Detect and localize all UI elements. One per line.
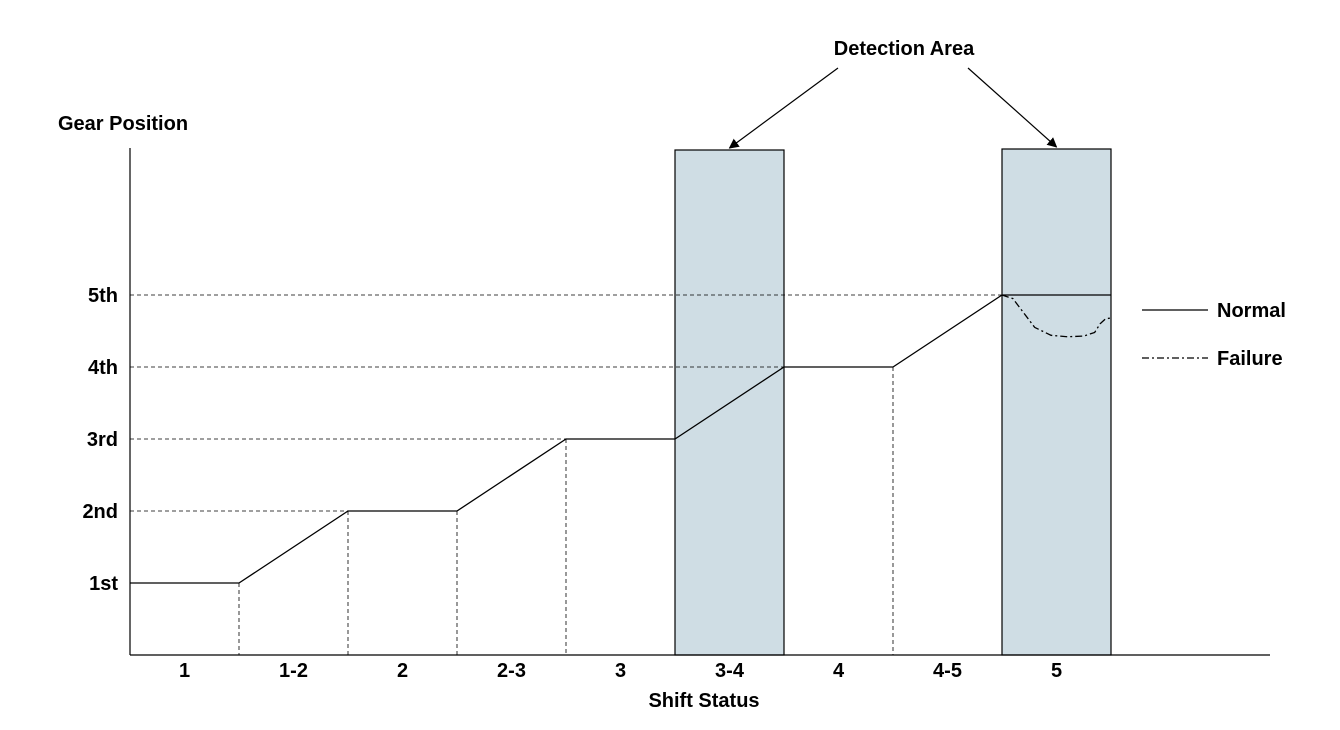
x-tick-label-4-5: 4-5 — [933, 660, 962, 682]
y-axis-label: Gear Position — [58, 113, 188, 135]
y-tick-label-2nd: 2nd — [82, 501, 118, 523]
x-tick-label-5: 5 — [1051, 660, 1062, 682]
tick-labels: 1st 2nd 3rd 4th 5th 1 1-2 2 2-3 3 3-4 4 4-5 5 — [82, 285, 1062, 682]
x-tick-label-1: 1 — [179, 660, 190, 682]
legend-failure-label: Failure — [1217, 348, 1283, 370]
y-tick-label-5th: 5th — [88, 285, 118, 307]
legend: Normal Failure — [1142, 300, 1286, 370]
x-tick-label-3: 3 — [615, 660, 626, 682]
detection-area-annotation: Detection Area — [834, 38, 975, 60]
grid-lines — [130, 294, 1002, 655]
x-tick-label-4: 4 — [833, 660, 845, 682]
legend-normal-label: Normal — [1217, 300, 1286, 322]
series-lines — [130, 294, 1112, 584]
x-tick-label-1-2: 1-2 — [279, 660, 308, 682]
y-tick-label-4th: 4th — [88, 357, 118, 379]
x-tick-label-3-4: 3-4 — [715, 660, 745, 682]
highlight-regions — [674, 148, 1112, 656]
x-axis-label: Shift Status — [648, 690, 759, 712]
x-tick-label-2: 2 — [397, 660, 408, 682]
annotation-arrow-5 — [967, 67, 1058, 148]
annotation-arrow-3-4 — [728, 67, 839, 149]
series-failure-line — [1001, 294, 1112, 338]
axes — [129, 148, 1270, 656]
annotation-arrows — [728, 67, 1058, 149]
detection-region-5 — [1001, 148, 1112, 656]
y-tick-label-1st: 1st — [89, 573, 118, 595]
series-normal-line — [130, 294, 1111, 584]
x-tick-label-2-3: 2-3 — [497, 660, 526, 682]
y-tick-label-3rd: 3rd — [87, 429, 118, 451]
